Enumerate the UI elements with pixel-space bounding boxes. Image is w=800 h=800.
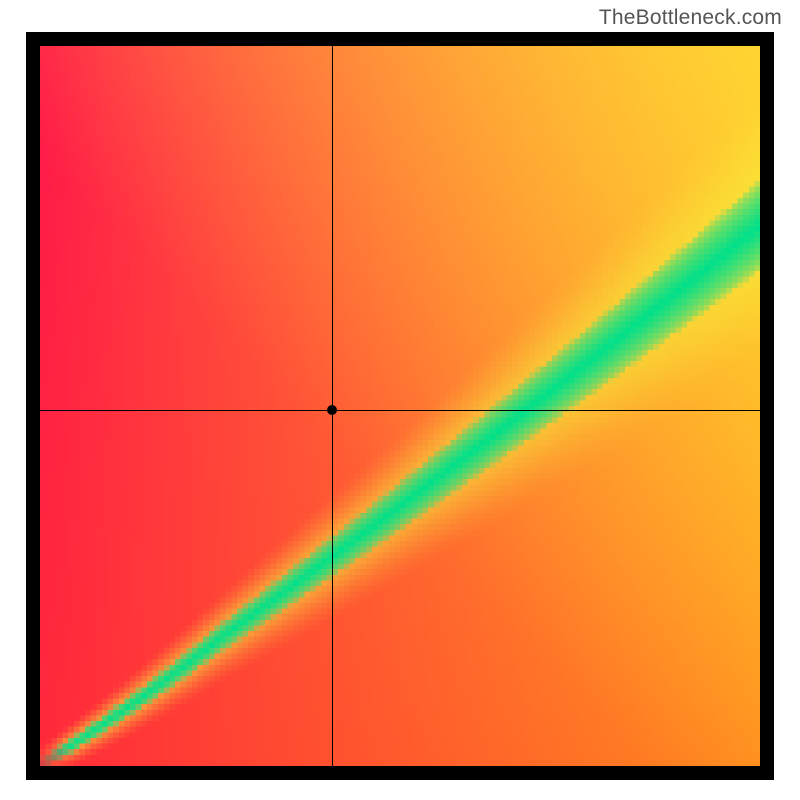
watermark-text: TheBottleneck.com: [599, 6, 782, 30]
crosshair-horizontal: [40, 410, 760, 411]
chart-container: TheBottleneck.com: [0, 0, 800, 800]
heatmap-canvas: [40, 46, 760, 766]
crosshair-marker: [327, 405, 337, 415]
